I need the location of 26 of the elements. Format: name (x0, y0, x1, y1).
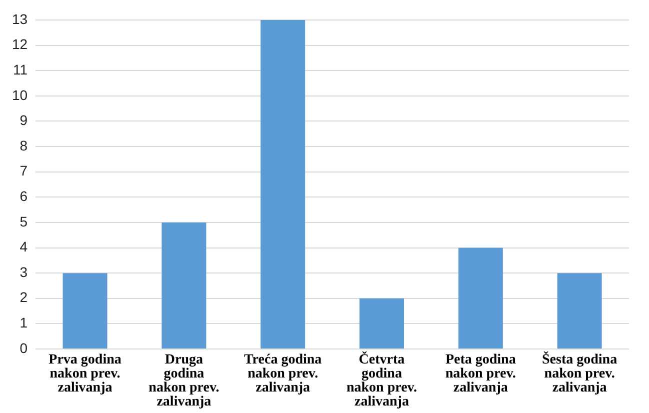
y-tick-label: 5 (20, 213, 28, 230)
y-tick-label: 9 (20, 112, 28, 128)
bar (62, 273, 108, 348)
y-tick-label: 8 (20, 137, 28, 154)
x-tick-label: Treća godina nakon prev. zalivanja (244, 352, 322, 396)
y-tick-label: 3 (20, 264, 28, 280)
x-tick-label: Prva godina nakon prev. zalivanja (48, 352, 122, 396)
y-tick-label: 11 (13, 61, 28, 78)
y-tick-label: 6 (20, 188, 28, 204)
bar (458, 248, 503, 348)
y-tick-label: 12 (12, 36, 28, 52)
bar (260, 20, 306, 348)
y-tick-label: 0 (20, 340, 28, 356)
y-tick-label: 2 (20, 289, 28, 306)
y-tick-label: 4 (20, 238, 28, 255)
x-tick-label: Peta godina nakon prev. zalivanja (445, 352, 516, 396)
x-tick-label: Druga godina nakon prev. zalivanja (148, 352, 220, 410)
y-tick-label: 1 (20, 314, 28, 331)
y-tick-label: 7 (20, 162, 28, 179)
y-tick-label: 10 (12, 86, 28, 103)
x-tick-label: Šesta godina nakon prev. zalivanja (542, 350, 618, 396)
bar (162, 222, 206, 348)
x-tick-label: Četvrta godina nakon prev. zalivanja (346, 350, 418, 410)
bar (359, 298, 404, 348)
y-tick-label: 13 (12, 10, 28, 27)
bar (557, 273, 602, 348)
